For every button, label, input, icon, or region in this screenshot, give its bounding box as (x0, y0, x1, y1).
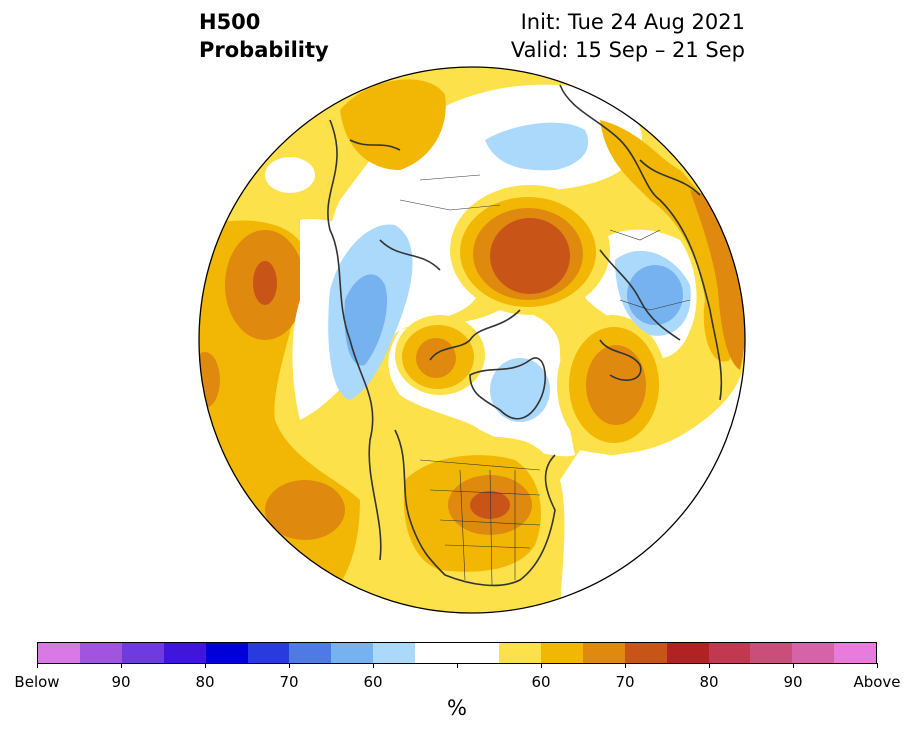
colorbar-segment (289, 643, 332, 663)
colorbar-segment (750, 643, 793, 663)
colorbar-tick (36, 663, 38, 668)
political-borders (399, 174, 691, 586)
title-type: Probability (199, 38, 329, 62)
title-variable: H500 (199, 10, 261, 34)
colorbar-tick (540, 663, 542, 668)
init-date: Init: Tue 24 Aug 2021 (520, 10, 745, 34)
probability-field (199, 67, 745, 613)
polar-map (198, 66, 746, 614)
colorbar-tick-label: 60 (363, 673, 383, 691)
colorbar-tick-label: 60 (531, 673, 551, 691)
colorbar-segment (415, 643, 458, 663)
colorbar-segment (540, 643, 583, 663)
colorbar-tick-label: 70 (279, 673, 299, 691)
center-above-70 (490, 218, 570, 294)
map-boundary (198, 66, 746, 614)
colorbar-segment (79, 643, 122, 663)
colorbar-tick (708, 663, 710, 668)
siberia-below-55 (485, 122, 589, 171)
colorbar-tick (204, 663, 206, 668)
colorbar-unit-label: % (447, 696, 467, 720)
atlantic-above-65 (586, 345, 646, 425)
colorbar-tick-label: 70 (615, 673, 635, 691)
colorbar-tick (288, 663, 290, 668)
alaska-below-60 (344, 274, 388, 366)
greenland-below-55 (490, 358, 550, 422)
colorbar-segment (205, 643, 248, 663)
colorbar-segment (792, 643, 835, 663)
colorbar-segment (121, 643, 164, 663)
valid-range: Valid: 15 Sep – 21 Sep (510, 38, 745, 62)
colorbar (37, 642, 877, 664)
colorbar-tick-label: Below (14, 673, 60, 691)
beaufort-above-65 (416, 338, 456, 378)
south-pacific-above-65 (265, 480, 345, 540)
colorbar-tick-label: 90 (783, 673, 803, 691)
colorbar-tick (624, 663, 626, 668)
neutral-spot-bering (265, 157, 315, 193)
colorbar-segment (247, 643, 290, 663)
colorbar-segment (582, 643, 625, 663)
colorbar-segment (373, 643, 416, 663)
colorbar-segment (834, 643, 877, 663)
namerica-above-70 (470, 491, 510, 519)
colorbar-segment (38, 643, 80, 663)
pacific-above-70 (253, 261, 277, 305)
colorbar-segment (708, 643, 751, 663)
colorbar-tick (456, 663, 458, 668)
colorbar-tick (120, 663, 122, 668)
colorbar-segment (666, 643, 709, 663)
title-left: H500 Probability (199, 8, 329, 64)
eurasia-below-60 (627, 265, 683, 325)
colorbar-tick (792, 663, 794, 668)
west-edge-above-65 (199, 352, 220, 408)
colorbar-tick-label: 80 (195, 673, 215, 691)
title-right: Init: Tue 24 Aug 2021 Valid: 15 Sep – 21… (511, 8, 745, 64)
colorbar-segment (331, 643, 374, 663)
colorbar-tick (372, 663, 374, 668)
colorbar-tick-label: 90 (111, 673, 131, 691)
colorbar-segment (457, 643, 499, 663)
north-atlantic-above-60 (600, 120, 737, 362)
coastlines (327, 84, 723, 587)
colorbar-segment (163, 643, 206, 663)
arctic-above-60 (340, 79, 446, 170)
colorbar-tick-label: 80 (699, 673, 719, 691)
colorbar-segment (498, 643, 541, 663)
colorbar-tick (876, 663, 878, 668)
colorbar-tick-label: Above (853, 673, 901, 691)
colorbar-segment (624, 643, 667, 663)
